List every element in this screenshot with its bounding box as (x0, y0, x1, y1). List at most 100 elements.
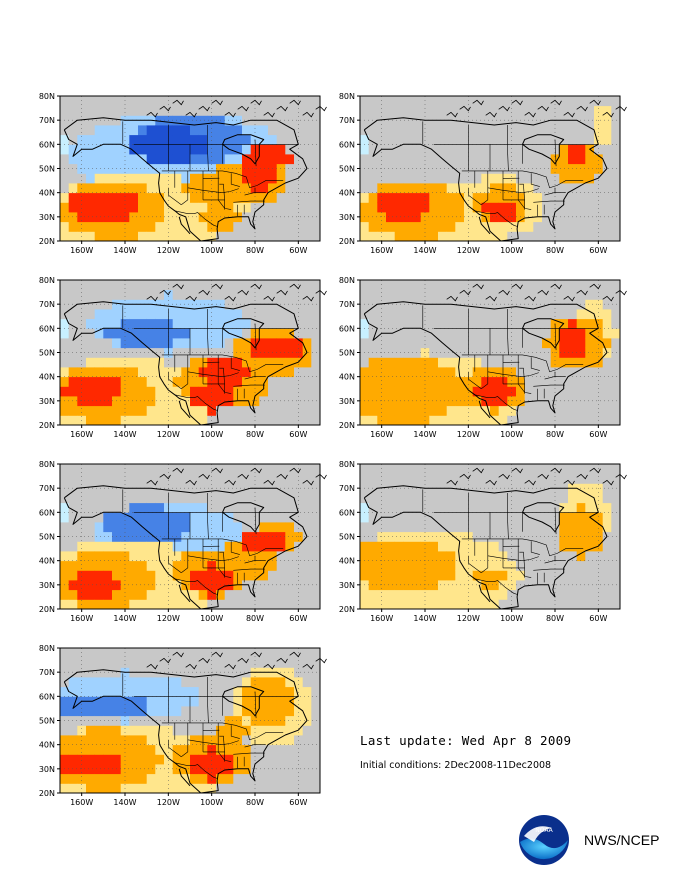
latitude-label: 80N (339, 276, 355, 285)
latitude-label: 30N (339, 397, 355, 406)
latitude-label: 30N (339, 213, 355, 222)
longitude-label: 60W (589, 430, 607, 439)
longitude-label: 80W (246, 614, 264, 623)
longitude-label: 100W (200, 798, 223, 807)
anomaly-grid (360, 96, 621, 242)
forecast-map-panel-6: 80N 70N 60N 50N 40N 30N 20N 160W 140W 120W 100W 80W… (330, 458, 627, 628)
longitude-label: 100W (500, 614, 523, 623)
longitude-label: 160W (370, 246, 393, 255)
latitude-label: 70N (39, 484, 55, 493)
longitude-label: 80W (246, 798, 264, 807)
latitude-label: 80N (339, 92, 355, 101)
longitude-label: 120W (457, 430, 480, 439)
latitude-label: 20N (339, 237, 355, 246)
latitude-label: 30N (339, 581, 355, 590)
forecast-map-panel-7: 80N 70N 60N 50N 40N 30N 20N 160W 140W 120W 100W 80W… (30, 642, 327, 812)
last-update-text: Last update: Wed Apr 8 2009 (360, 733, 572, 748)
nws-ncep-brand: NWS/NCEP (584, 832, 660, 848)
longitude-label: 140W (413, 246, 436, 255)
longitude-label: 60W (589, 614, 607, 623)
latitude-label: 70N (339, 116, 355, 125)
longitude-label: 160W (70, 614, 93, 623)
longitude-label: 60W (589, 246, 607, 255)
latitude-label: 40N (39, 741, 55, 750)
longitude-label: 160W (370, 614, 393, 623)
latitude-label: 40N (339, 557, 355, 566)
latitude-label: 50N (339, 349, 355, 358)
svg-text:NOAA: NOAA (535, 827, 553, 834)
longitude-label: 140W (413, 430, 436, 439)
political-borders (122, 305, 299, 411)
anomaly-grid (60, 464, 321, 610)
latitude-label: 70N (339, 300, 355, 309)
political-borders (122, 673, 299, 779)
coastline (363, 485, 608, 610)
latitude-label: 40N (39, 557, 55, 566)
latitude-label: 30N (39, 581, 55, 590)
latitude-label: 60N (339, 508, 355, 517)
latitude-label: 60N (339, 324, 355, 333)
forecast-map-panel-1: 80N 70N 60N 50N 40N 30N 20N 160W 140W 120W 100W 80W… (30, 90, 327, 260)
latitude-label: 40N (39, 189, 55, 198)
political-borders (422, 305, 599, 411)
map-svg: 80N 70N 60N 50N 40N 30N 20N 160W 140W 120W 100W 80W… (39, 644, 327, 807)
latitude-label: 20N (39, 421, 55, 430)
longitude-label: 80W (546, 246, 564, 255)
longitude-label: 80W (546, 614, 564, 623)
map-svg: 80N 70N 60N 50N 40N 30N 20N 160W 140W 120W 100W 80W… (39, 460, 327, 623)
latitude-label: 20N (339, 605, 355, 614)
noaa-logo-icon: NOAA (519, 815, 569, 865)
longitude-label: 80W (546, 430, 564, 439)
longitude-label: 160W (70, 246, 93, 255)
latitude-label: 80N (339, 460, 355, 469)
longitude-label: 120W (157, 430, 180, 439)
forecast-map-panel-2: 80N 70N 60N 50N 40N 30N 20N 160W 140W 120W 100W 80W… (330, 90, 627, 260)
latitude-label: 30N (39, 397, 55, 406)
longitude-label: 140W (413, 614, 436, 623)
political-borders (422, 121, 599, 227)
initial-conditions-text: Initial conditions: 2Dec2008-11Dec2008 (360, 760, 552, 771)
map-svg: 80N 70N 60N 50N 40N 30N 20N 160W 140W 120W 100W 80W… (339, 460, 627, 623)
coastline (63, 301, 308, 426)
longitude-label: 120W (157, 798, 180, 807)
longitude-label: 140W (113, 246, 136, 255)
latitude-label: 20N (39, 237, 55, 246)
latitude-label: 60N (339, 140, 355, 149)
longitude-label: 140W (113, 614, 136, 623)
map-svg: 80N 70N 60N 50N 40N 30N 20N 160W 140W 120W 100W 80W… (339, 92, 627, 255)
map-svg: 80N 70N 60N 50N 40N 30N 20N 160W 140W 120W 100W 80W… (339, 276, 627, 439)
latitude-label: 50N (339, 165, 355, 174)
coastline (363, 117, 608, 242)
latitude-label: 30N (39, 213, 55, 222)
longitude-label: 100W (200, 246, 223, 255)
longitude-label: 100W (200, 614, 223, 623)
latitude-label: 20N (39, 605, 55, 614)
longitude-label: 160W (70, 430, 93, 439)
latitude-label: 80N (39, 276, 55, 285)
latitude-label: 40N (339, 189, 355, 198)
longitude-label: 100W (200, 430, 223, 439)
latitude-label: 60N (39, 140, 55, 149)
latitude-label: 50N (39, 533, 55, 542)
longitude-label: 120W (157, 246, 180, 255)
coastline (63, 117, 308, 242)
latitude-label: 80N (39, 644, 55, 653)
latitude-label: 20N (39, 789, 55, 798)
latitude-label: 70N (39, 116, 55, 125)
longitude-label: 60W (289, 614, 307, 623)
longitude-label: 140W (113, 430, 136, 439)
forecast-map-panel-3: 80N 70N 60N 50N 40N 30N 20N 160W 140W 120W 100W 80W… (30, 274, 327, 444)
latitude-label: 70N (339, 484, 355, 493)
longitude-label: 120W (457, 246, 480, 255)
coastline (63, 485, 308, 610)
latitude-label: 40N (39, 373, 55, 382)
map-svg: 80N 70N 60N 50N 40N 30N 20N 160W 140W 120W 100W 80W… (39, 276, 327, 439)
longitude-label: 140W (113, 798, 136, 807)
latitude-label: 50N (39, 349, 55, 358)
longitude-label: 60W (289, 246, 307, 255)
latitude-label: 60N (39, 692, 55, 701)
latitude-label: 70N (39, 300, 55, 309)
forecast-map-panel-4: 80N 70N 60N 50N 40N 30N 20N 160W 140W 120W 100W 80W… (330, 274, 627, 444)
coastline (363, 301, 608, 426)
political-borders (422, 489, 599, 595)
